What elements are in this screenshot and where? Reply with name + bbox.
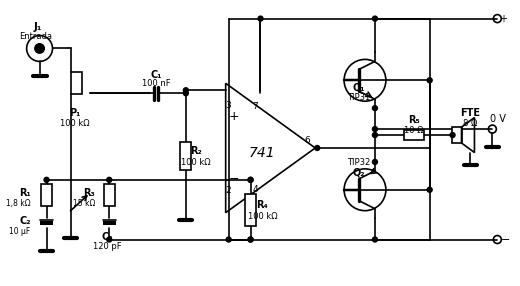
- Circle shape: [248, 177, 253, 182]
- Text: +: +: [500, 14, 511, 24]
- Text: 100 kΩ: 100 kΩ: [60, 119, 89, 128]
- Bar: [40, 221, 53, 225]
- Circle shape: [34, 43, 45, 54]
- Text: 120 pF: 120 pF: [93, 242, 122, 251]
- Circle shape: [184, 91, 188, 96]
- Bar: [245, 194, 256, 226]
- Text: Entrada: Entrada: [19, 32, 52, 41]
- Bar: [180, 142, 191, 170]
- Circle shape: [372, 132, 378, 138]
- Bar: [404, 130, 424, 140]
- Text: 3: 3: [226, 101, 231, 110]
- Text: R₁: R₁: [19, 188, 31, 198]
- Circle shape: [427, 187, 432, 192]
- Text: 1,8 kΩ: 1,8 kΩ: [6, 199, 31, 208]
- Circle shape: [372, 106, 378, 111]
- Text: 100 kΩ: 100 kΩ: [248, 212, 277, 221]
- Bar: [451, 127, 462, 143]
- Text: 100 kΩ: 100 kΩ: [181, 158, 211, 167]
- Circle shape: [427, 78, 432, 83]
- Text: +: +: [228, 110, 239, 123]
- Text: C₃: C₃: [101, 232, 113, 242]
- Bar: [103, 221, 116, 225]
- Text: 0 V: 0 V: [490, 114, 506, 124]
- Text: 100 nF: 100 nF: [141, 79, 171, 88]
- Text: P₁: P₁: [69, 108, 80, 118]
- Text: 15 kΩ: 15 kΩ: [73, 199, 95, 208]
- Text: FTE: FTE: [461, 108, 480, 118]
- Circle shape: [372, 237, 378, 242]
- Circle shape: [248, 237, 253, 242]
- Circle shape: [372, 127, 378, 132]
- Bar: [71, 72, 82, 94]
- Circle shape: [107, 237, 112, 242]
- Text: 10 μF: 10 μF: [9, 227, 31, 236]
- Circle shape: [450, 132, 455, 138]
- Text: C₁: C₁: [150, 70, 162, 80]
- Circle shape: [372, 159, 378, 164]
- Text: Q₁: Q₁: [353, 82, 365, 92]
- Text: 7: 7: [253, 102, 258, 111]
- Text: 8 Ω: 8 Ω: [463, 119, 478, 128]
- Circle shape: [248, 237, 253, 242]
- Bar: [104, 184, 115, 206]
- Text: R₅: R₅: [408, 115, 420, 125]
- Text: 6: 6: [304, 136, 310, 144]
- Text: TIP32: TIP32: [347, 158, 371, 167]
- Text: C₂: C₂: [19, 216, 31, 226]
- Text: R₃: R₃: [84, 188, 95, 198]
- Circle shape: [226, 237, 231, 242]
- Circle shape: [184, 88, 188, 93]
- Text: 741: 741: [249, 146, 276, 160]
- Text: TIP31: TIP31: [347, 93, 371, 102]
- Circle shape: [315, 146, 320, 150]
- Text: R₂: R₂: [190, 146, 202, 156]
- Text: −: −: [228, 173, 239, 186]
- Text: −: −: [501, 235, 510, 245]
- Text: 4: 4: [253, 185, 258, 194]
- Text: 2: 2: [226, 186, 231, 195]
- Text: 10 Ω: 10 Ω: [404, 126, 423, 135]
- Circle shape: [372, 16, 378, 21]
- Bar: [41, 184, 52, 206]
- Text: J₁: J₁: [33, 21, 42, 31]
- Circle shape: [248, 177, 253, 182]
- Circle shape: [107, 177, 112, 182]
- Text: R₄: R₄: [256, 200, 268, 210]
- Circle shape: [44, 177, 49, 182]
- Circle shape: [258, 16, 263, 21]
- Text: Q₂: Q₂: [353, 168, 365, 178]
